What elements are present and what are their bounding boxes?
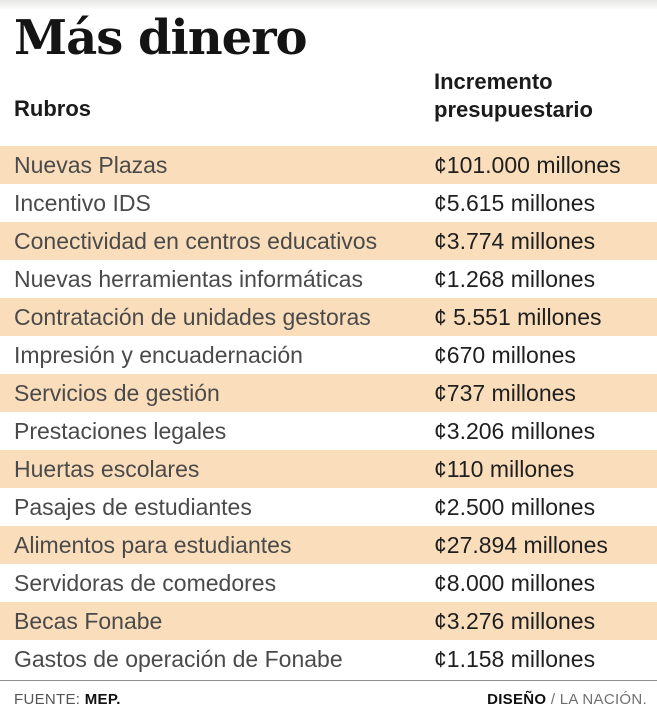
table-row: Servicios de gestión ¢737 millones <box>0 374 657 412</box>
row-incremento: ¢ 5.551 millones <box>434 303 602 330</box>
row-incremento: ¢2.500 millones <box>434 493 596 520</box>
top-accent-bar <box>0 0 657 9</box>
page-title: Más dinero <box>14 10 308 66</box>
table-row: Nuevas Plazas ¢101.000 millones <box>0 146 657 184</box>
table-row: Impresión y encuadernación ¢670 millones <box>0 336 657 374</box>
column-header-rubros: Rubros <box>14 95 91 121</box>
footer-divider <box>0 680 657 681</box>
footer: FUENTE: MEP. DISEÑO / LA NACIÓN. <box>14 691 647 708</box>
column-header-incremento: Incremento presupuestario <box>434 69 593 122</box>
table-row: Prestaciones legales ¢3.206 millones <box>0 412 657 450</box>
row-incremento: ¢27.894 millones <box>434 531 608 558</box>
design-value: / LA NACIÓN. <box>546 691 647 708</box>
row-incremento: ¢737 millones <box>434 379 576 406</box>
table-row: Alimentos para estudiantes ¢27.894 millon… <box>0 526 657 564</box>
column-headers: Rubros Incremento presupuestario <box>14 68 646 124</box>
row-rubro: Conectividad en centros educativos <box>14 227 378 254</box>
row-rubro: Alimentos para estudiantes <box>14 531 292 558</box>
table-row: Conectividad en centros educativos ¢3.774… <box>0 222 657 260</box>
row-rubro: Gastos de operación de Fonabe <box>14 645 343 672</box>
row-rubro: Huertas escolares <box>14 455 200 482</box>
table-row: Becas Fonabe ¢3.276 millones <box>0 602 657 640</box>
row-incremento: ¢1.268 millones <box>434 265 596 292</box>
row-rubro: Pasajes de estudiantes <box>14 493 252 520</box>
source-label: FUENTE: <box>14 691 85 708</box>
table-row: Contratación de unidades gestoras ¢ 5.551… <box>0 298 657 336</box>
design-credit: DISEÑO / LA NACIÓN. <box>487 691 647 708</box>
table-row: Gastos de operación de Fonabe ¢1.158 mill… <box>0 640 657 678</box>
row-rubro: Impresión y encuadernación <box>14 341 303 368</box>
row-rubro: Incentivo IDS <box>14 189 151 216</box>
table-row: Nuevas herramientas informáticas ¢1.268 m… <box>0 260 657 298</box>
row-incremento: ¢670 millones <box>434 341 576 368</box>
row-incremento: ¢8.000 millones <box>434 569 596 596</box>
row-rubro: Nuevas Plazas <box>14 151 168 178</box>
row-incremento: ¢5.615 millones <box>434 189 596 216</box>
table-row: Incentivo IDS ¢5.615 millones <box>0 184 657 222</box>
row-incremento: ¢110 millones <box>434 455 575 482</box>
row-rubro: Becas Fonabe <box>14 607 163 634</box>
design-label: DISEÑO <box>487 691 547 708</box>
row-incremento: ¢3.206 millones <box>434 417 596 444</box>
row-incremento: ¢3.774 millones <box>434 227 596 254</box>
row-incremento: ¢3.276 millones <box>434 607 596 634</box>
source-credit: FUENTE: MEP. <box>14 691 121 708</box>
row-rubro: Servicios de gestión <box>14 379 220 406</box>
table-row: Servidoras de comedores ¢8.000 millones <box>0 564 657 602</box>
row-incremento: ¢101.000 millones <box>434 151 621 178</box>
table-row: Pasajes de estudiantes ¢2.500 millones <box>0 488 657 526</box>
row-incremento: ¢1.158 millones <box>434 645 596 672</box>
budget-table: Nuevas Plazas ¢101.000 millones Incentivo … <box>0 146 657 678</box>
table-row: Huertas escolares ¢110 millones <box>0 450 657 488</box>
row-rubro: Nuevas herramientas informáticas <box>14 265 363 292</box>
row-rubro: Contratación de unidades gestoras <box>14 303 371 330</box>
source-value: MEP. <box>84 691 121 708</box>
row-rubro: Prestaciones legales <box>14 417 227 444</box>
row-rubro: Servidoras de comedores <box>14 569 277 596</box>
